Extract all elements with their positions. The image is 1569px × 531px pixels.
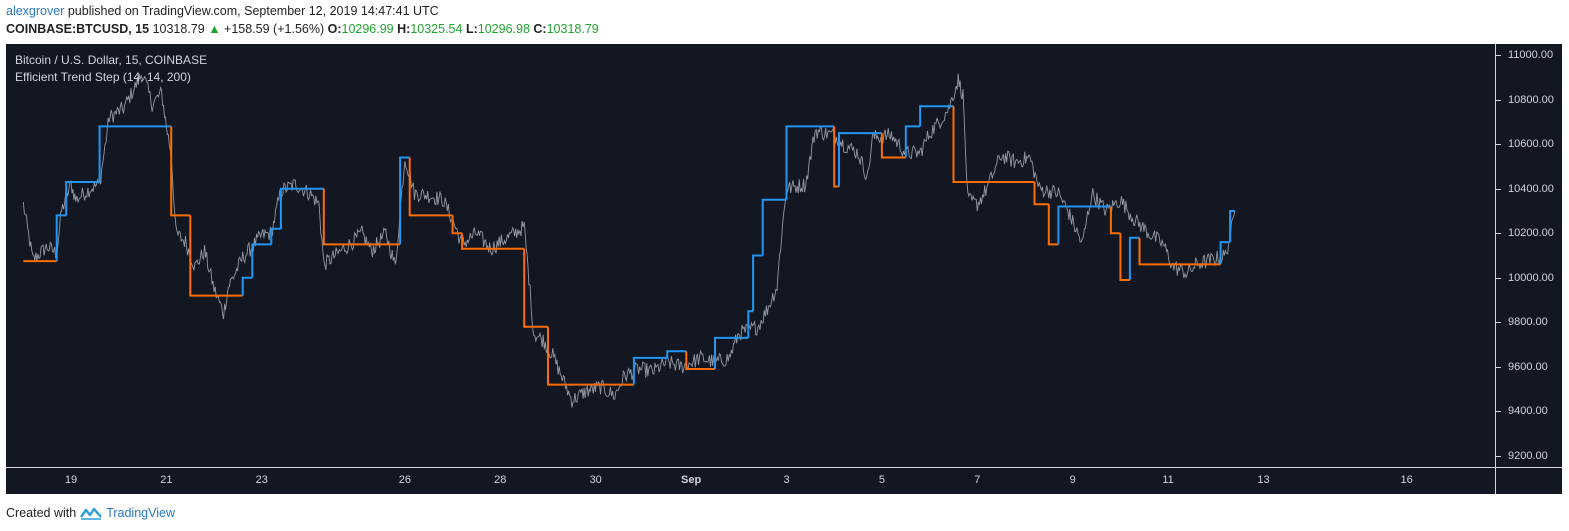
trend-step-segment	[761, 198, 787, 256]
trend-step-segment	[65, 181, 100, 216]
trend-step-segment	[189, 215, 243, 297]
time-tick-label: 3	[783, 474, 790, 486]
price-tick-label: 11000.00	[1495, 49, 1554, 62]
trend-step-segment	[685, 351, 715, 370]
high-label: H:	[397, 22, 411, 36]
trend-step-segment	[547, 326, 634, 386]
chart-pane[interactable]: Bitcoin / U.S. Dollar, 15, COINBASE Effi…	[6, 44, 1495, 467]
symbol-label: COINBASE:BTCUSD, 15	[6, 22, 150, 36]
trend-step-segment	[904, 125, 921, 158]
trend-step-segment	[752, 254, 763, 312]
up-arrow-icon: ▲	[208, 22, 221, 36]
close-value: 10318.79	[546, 22, 599, 36]
close-label: C:	[533, 22, 547, 36]
price-tick-label: 10200.00	[1496, 227, 1554, 240]
price-tick-label: 10600.00	[1496, 138, 1554, 151]
trend-step-segment	[408, 157, 453, 217]
trend-step-segment	[241, 276, 253, 296]
price-plot	[22, 73, 1236, 408]
time-tick-label: 23	[255, 474, 268, 486]
time-tick-label: 21	[160, 474, 173, 486]
indicator-legend[interactable]: Efficient Trend Step (14, 14, 200)	[15, 70, 191, 84]
trend-step-segment	[270, 227, 281, 245]
trend-step-segment	[451, 215, 463, 235]
trend-step-segment	[1138, 237, 1221, 266]
tradingview-link[interactable]: TradingView	[106, 506, 175, 520]
created-with-text: Created with	[6, 506, 77, 520]
trend-step-segment	[714, 336, 749, 369]
low-value: 10296.98	[477, 22, 530, 36]
time-tick-label: 19	[64, 474, 78, 486]
time-tick-label: 7	[974, 474, 981, 486]
price-tick-label: 9800.00	[1496, 316, 1548, 329]
tradingview-logo-icon	[80, 507, 103, 520]
last-price: 10318.79	[152, 22, 205, 36]
time-tick-label: 28	[494, 474, 507, 486]
chart-legend-title: Bitcoin / U.S. Dollar, 15, COINBASE	[15, 53, 208, 67]
trend-step-segment	[1033, 182, 1049, 206]
trend-step-segment	[55, 214, 67, 262]
price-tick-label: 9600.00	[1496, 360, 1548, 373]
trend-step-segment	[461, 233, 525, 250]
trend-step-segment	[1057, 205, 1111, 245]
axis-corner	[1495, 467, 1562, 494]
low-label: L:	[465, 22, 478, 36]
time-tick-label: 30	[589, 474, 602, 486]
trend-step-segment	[1128, 236, 1140, 280]
time-tick-label: Sep	[681, 474, 702, 486]
trend-step-segment	[838, 132, 882, 187]
trend-step-segment	[170, 126, 191, 217]
time-tick-label: 26	[398, 474, 412, 486]
price-series-line	[22, 73, 1236, 408]
trend-step-segment	[98, 125, 172, 182]
open-label: O:	[327, 22, 342, 36]
publication-line: alexgrover published on TradingView.com,…	[6, 4, 439, 18]
price-axis[interactable]: 11000.00 10800.00 10600.00 10400.00 10200.00…	[1495, 44, 1562, 467]
price-tick-label: 9400.00	[1496, 405, 1548, 418]
trend-step-segment	[880, 133, 906, 159]
trend-step-segment	[399, 156, 410, 245]
trend-step-segment	[1219, 241, 1231, 265]
trend-step-segment	[1047, 204, 1059, 246]
price-tick-label: 10800.00	[1496, 93, 1554, 106]
trend-step-segment	[251, 243, 272, 278]
trend-step-segment	[322, 188, 401, 246]
trend-step-segment	[952, 106, 1035, 183]
published-text: published on TradingView.com, September …	[64, 4, 439, 18]
time-tick-label: 5	[878, 474, 885, 486]
high-value: 10325.54	[410, 22, 463, 36]
author-link[interactable]: alexgrover	[6, 4, 65, 18]
trend-step-segment	[523, 248, 548, 328]
price-change: +158.59 (+1.56%)	[224, 22, 325, 36]
time-tick-label: 16	[1400, 474, 1413, 486]
time-tick-label: 13	[1257, 474, 1270, 486]
price-tick-label: 10400.00	[1496, 182, 1554, 195]
price-tick-label: 10000.00	[1496, 271, 1554, 284]
trend-step-segment	[666, 350, 687, 358]
trend-step-segment	[919, 105, 954, 127]
trend-step-segment	[833, 126, 839, 188]
quote-line: COINBASE:BTCUSD, 15 10318.79 ▲ +158.59 (…	[6, 22, 599, 36]
price-tick-label: 9200.00	[1496, 449, 1548, 462]
time-tick-label: 9	[1069, 474, 1076, 486]
trend-step-segment	[1229, 210, 1235, 243]
trend-step-segment	[1119, 233, 1130, 281]
time-axis[interactable]: 192123262830Sep357911131618	[6, 467, 1508, 494]
open-value: 10296.99	[341, 22, 394, 36]
trend-step-segment	[785, 125, 835, 200]
trend-step-segment	[279, 187, 324, 229]
trend-step-segment	[747, 310, 754, 338]
trend-step-segment	[632, 356, 668, 385]
footer: Created with TradingView	[6, 506, 175, 520]
trend-step-segment	[1109, 206, 1121, 235]
time-tick-label: 11	[1162, 474, 1174, 486]
